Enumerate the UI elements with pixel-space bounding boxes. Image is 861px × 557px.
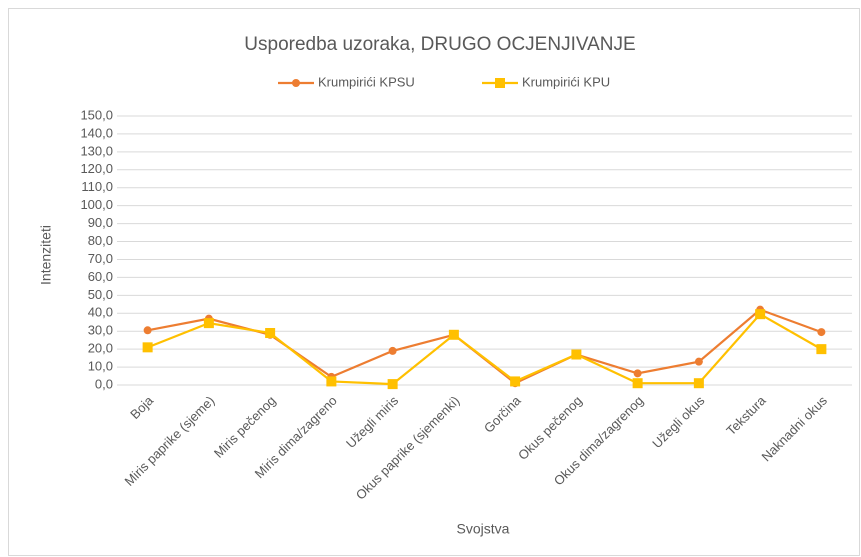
data-point bbox=[388, 346, 397, 355]
y-tick-label: 0,0 bbox=[95, 376, 113, 391]
y-tick-label: 100,0 bbox=[80, 197, 113, 212]
legend-marker bbox=[292, 79, 300, 87]
y-tick-label: 110,0 bbox=[81, 179, 113, 194]
data-point bbox=[203, 318, 214, 329]
data-point bbox=[387, 379, 398, 390]
data-point bbox=[510, 376, 521, 387]
y-tick-label: 70,0 bbox=[88, 251, 113, 266]
y-tick-label: 80,0 bbox=[88, 233, 113, 248]
y-tick-label: 90,0 bbox=[88, 215, 113, 230]
data-point bbox=[633, 369, 642, 378]
data-point bbox=[571, 349, 582, 360]
y-tick-label: 30,0 bbox=[88, 323, 113, 338]
y-tick-label: 10,0 bbox=[88, 359, 113, 374]
chart-frame bbox=[8, 8, 860, 556]
data-point bbox=[817, 328, 826, 337]
y-tick-label: 50,0 bbox=[88, 287, 113, 302]
chart-title: Usporedba uzoraka, DRUGO OCJENJIVANJE bbox=[244, 34, 635, 55]
data-point bbox=[816, 344, 827, 355]
legend-marker bbox=[495, 78, 505, 88]
y-tick-label: 20,0 bbox=[88, 341, 113, 356]
y-axis-title: Intenziteti bbox=[38, 225, 54, 285]
data-point bbox=[755, 309, 766, 320]
data-point bbox=[632, 378, 643, 389]
legend-label: Krumpirići KPSU bbox=[318, 74, 415, 89]
y-tick-label: 60,0 bbox=[88, 269, 113, 284]
legend-label: Krumpirići KPU bbox=[522, 74, 610, 89]
x-axis-title: Svojstva bbox=[457, 521, 510, 537]
y-tick-label: 140,0 bbox=[80, 125, 113, 140]
data-point bbox=[265, 327, 276, 338]
y-tick-label: 40,0 bbox=[88, 305, 113, 320]
data-point bbox=[694, 357, 703, 366]
y-tick-label: 150,0 bbox=[80, 107, 113, 122]
data-point bbox=[448, 329, 459, 340]
data-point bbox=[142, 342, 153, 353]
data-point bbox=[143, 326, 152, 335]
y-tick-label: 120,0 bbox=[80, 161, 113, 176]
data-point bbox=[693, 378, 704, 389]
data-point bbox=[326, 376, 337, 387]
series-line bbox=[147, 312, 822, 386]
y-tick-label: 130,0 bbox=[80, 143, 113, 158]
